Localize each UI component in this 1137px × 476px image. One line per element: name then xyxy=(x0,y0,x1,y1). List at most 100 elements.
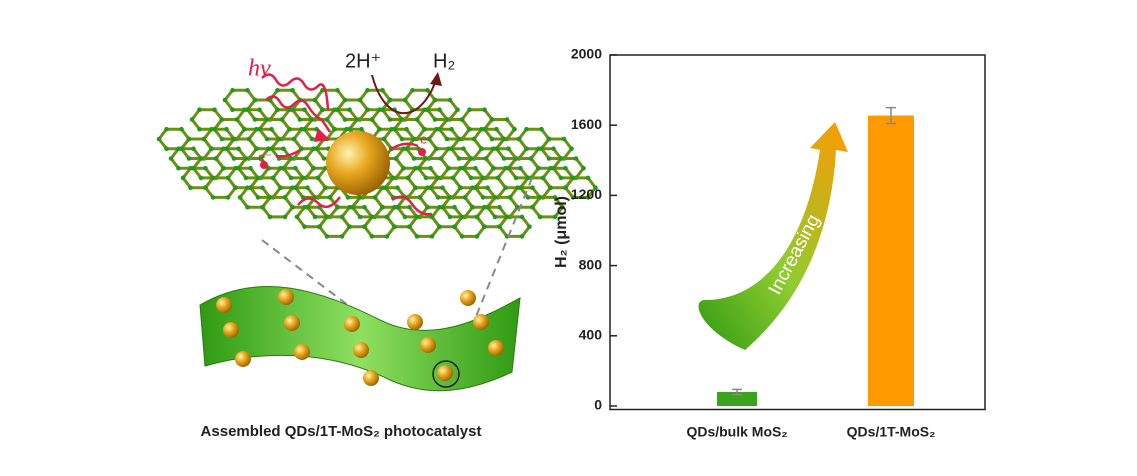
atom xyxy=(437,224,442,229)
atom xyxy=(335,204,340,210)
electron-label: e⁻ xyxy=(420,131,434,146)
atom xyxy=(482,224,487,229)
atom xyxy=(506,165,511,171)
atom xyxy=(246,136,252,142)
atom xyxy=(315,175,321,181)
atom xyxy=(164,146,169,151)
atom xyxy=(551,165,556,171)
atom xyxy=(377,126,382,132)
y-tick-label: 2000 xyxy=(571,46,602,62)
atom xyxy=(243,175,249,181)
atom xyxy=(530,185,535,190)
dot xyxy=(294,344,310,360)
y-axis-label: H₂ (μmol) xyxy=(553,196,570,268)
atom xyxy=(365,88,370,93)
atom xyxy=(515,204,520,210)
atom xyxy=(342,97,348,103)
atom xyxy=(519,214,525,220)
atom xyxy=(234,117,240,122)
atom xyxy=(203,185,208,190)
atom xyxy=(528,156,534,161)
atom xyxy=(504,117,510,122)
atom xyxy=(270,175,276,181)
atom xyxy=(395,185,400,190)
atom xyxy=(459,234,465,239)
atom xyxy=(297,117,303,122)
atom xyxy=(461,146,466,151)
atom xyxy=(468,175,474,181)
atom xyxy=(288,156,294,161)
error-bar xyxy=(732,388,742,396)
mos2-sheet xyxy=(199,286,521,392)
atom xyxy=(422,126,427,132)
atom xyxy=(347,224,352,229)
atom xyxy=(390,175,396,181)
atom xyxy=(435,175,441,181)
atom xyxy=(357,97,363,103)
atom xyxy=(372,195,378,200)
proton-label: 2H⁺ xyxy=(345,50,381,72)
atom xyxy=(467,126,472,132)
atom xyxy=(593,185,598,190)
atom xyxy=(492,195,498,200)
atom xyxy=(224,146,229,151)
atom xyxy=(507,195,513,200)
atom xyxy=(188,185,193,190)
atom xyxy=(275,107,280,112)
atom xyxy=(267,195,273,200)
atom xyxy=(362,224,367,229)
atom xyxy=(402,214,408,220)
atom xyxy=(302,107,307,112)
atom xyxy=(230,107,235,112)
atom xyxy=(212,126,217,132)
atom xyxy=(491,165,496,171)
atom xyxy=(369,214,375,220)
atom xyxy=(413,185,418,190)
atom xyxy=(362,204,367,210)
atom xyxy=(399,117,405,122)
atom xyxy=(512,126,517,132)
atom xyxy=(335,107,340,112)
atom xyxy=(461,165,466,171)
atom xyxy=(347,126,352,132)
atom xyxy=(180,175,186,181)
atom xyxy=(558,175,564,181)
atom xyxy=(432,117,438,122)
atom xyxy=(179,146,184,151)
atom xyxy=(384,214,390,220)
atom xyxy=(437,107,442,112)
atom xyxy=(342,117,348,122)
light-label: hν xyxy=(248,56,271,82)
zoom-circle xyxy=(432,360,460,388)
atom xyxy=(269,126,274,132)
atom xyxy=(429,234,435,239)
atom xyxy=(156,136,162,142)
atom xyxy=(447,214,453,220)
atom xyxy=(494,126,499,132)
increasing-arrow xyxy=(698,122,848,350)
atom xyxy=(357,195,363,200)
atom xyxy=(252,117,258,122)
atom xyxy=(260,204,265,210)
atom xyxy=(290,107,295,112)
atom xyxy=(447,97,453,103)
atom xyxy=(548,185,553,190)
atom xyxy=(324,214,330,220)
atom xyxy=(287,126,292,132)
bar xyxy=(868,115,914,406)
electron xyxy=(418,148,426,156)
atom xyxy=(494,146,499,151)
atom xyxy=(536,165,541,171)
atom xyxy=(191,165,196,171)
atom xyxy=(428,185,433,190)
atom xyxy=(513,156,519,161)
atom xyxy=(275,88,280,93)
atom xyxy=(504,214,510,220)
atom xyxy=(473,185,478,190)
atom xyxy=(293,165,298,171)
atom xyxy=(248,165,253,171)
atom xyxy=(407,224,412,229)
atom xyxy=(524,146,529,151)
atom xyxy=(489,136,495,142)
atom xyxy=(482,107,487,112)
